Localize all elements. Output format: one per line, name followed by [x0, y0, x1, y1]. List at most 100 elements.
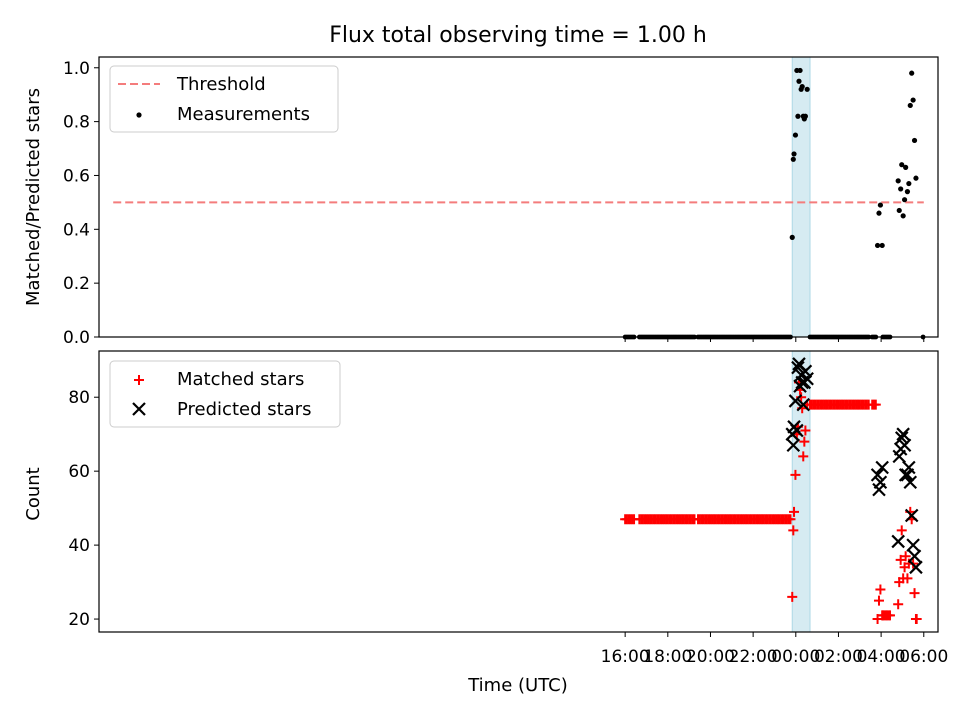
- measurement-point: [795, 113, 801, 119]
- matched-star-point: [789, 506, 800, 517]
- matched-star-point: [870, 399, 881, 410]
- legend-matched-swatch: [134, 375, 144, 385]
- measurement-point: [903, 164, 909, 170]
- y-axis-label-bottom: Count: [23, 467, 44, 520]
- measurement-point: [802, 113, 808, 119]
- measurement-point: [911, 137, 918, 144]
- matched-star-point: [785, 514, 796, 525]
- matched-star-point: [790, 469, 801, 480]
- legend-predicted-swatch: [132, 402, 146, 416]
- predicted-star-point: [896, 427, 910, 441]
- predicted-star-point: [786, 438, 801, 453]
- predicted-star-point: [902, 460, 916, 475]
- measurement-point: [910, 97, 916, 103]
- matched-star-point: [911, 614, 922, 625]
- y-tick-label-bottom: 20: [68, 610, 90, 630]
- y-tick-label-top: 0.8: [63, 113, 90, 133]
- legend-threshold-label: Threshold: [176, 74, 266, 95]
- measurement-point: [913, 175, 919, 181]
- predicted-star-point: [875, 460, 889, 475]
- matched-star-point: [800, 425, 811, 436]
- measurement-point: [907, 102, 913, 109]
- y-tick-label-bottom: 60: [68, 462, 90, 482]
- legend-predicted-label: Predicted stars: [177, 399, 311, 420]
- predicted-star-point: [907, 549, 922, 563]
- measurement-point: [898, 186, 904, 192]
- predicted-star-point: [898, 468, 913, 482]
- predicted-star-point: [903, 475, 918, 490]
- measurement-point: [896, 207, 902, 214]
- predicted-star-point: [790, 423, 804, 438]
- y-tick-label-top: 0.6: [63, 166, 90, 186]
- predicted-star-point: [894, 431, 909, 445]
- matched-star-point: [900, 551, 911, 562]
- predicted-star-point: [906, 538, 920, 552]
- y-tick-label-top: 1.0: [63, 59, 90, 79]
- plot-frame-top: [98, 56, 939, 338]
- matched-star-point: [873, 595, 884, 606]
- x-axis-label: Time (UTC): [467, 675, 568, 696]
- measurement-point: [901, 197, 908, 203]
- measurement-point: [796, 78, 802, 84]
- x-tick-label: 06:00: [899, 647, 948, 667]
- x-tick-label: 20:00: [686, 647, 735, 667]
- legend-measurements-label: Measurements: [177, 104, 310, 125]
- predicted-star-point: [897, 438, 912, 453]
- y-tick-label-top: 0.4: [63, 220, 90, 240]
- predicted-star-point: [788, 394, 803, 408]
- matched-star-point: [893, 599, 904, 610]
- legend-top-box: [109, 65, 339, 133]
- plot-frame-bottom: [98, 350, 939, 633]
- measurement-point: [879, 242, 885, 249]
- matched-star-point: [896, 525, 907, 536]
- measurement-point: [899, 162, 905, 168]
- x-tick-label: 00:00: [771, 647, 820, 667]
- predicted-star-point: [791, 360, 805, 375]
- highlight-span-top: [791, 56, 811, 338]
- measurement-point: [790, 156, 796, 162]
- measurement-point: [895, 178, 901, 184]
- legend-measurements-swatch: [136, 112, 142, 118]
- matched-star-point: [787, 591, 798, 602]
- measurement-point: [799, 84, 805, 90]
- measurement-point: [906, 180, 912, 187]
- x-tick-label: 16:00: [601, 647, 650, 667]
- measurement-point: [804, 86, 810, 92]
- y-tick-label-top: 0.0: [63, 328, 90, 348]
- measurement-point: [797, 67, 803, 74]
- predicted-star-point: [873, 475, 888, 490]
- measurement-point: [792, 132, 799, 138]
- predicted-star-point: [909, 560, 923, 575]
- measurement-point: [900, 213, 906, 219]
- measurement-point: [876, 210, 882, 216]
- predicted-star-point: [800, 371, 814, 386]
- matched-star-point: [902, 573, 913, 584]
- matched-star-point: [909, 588, 920, 599]
- predicted-star-point: [904, 508, 919, 523]
- measurement-point: [874, 242, 881, 249]
- x-tick-label: 02:00: [814, 647, 863, 667]
- y-tick-label-top: 0.2: [63, 274, 90, 294]
- x-tick-label: 04:00: [857, 647, 906, 667]
- matched-star-point: [877, 610, 888, 621]
- x-tick-label: 18:00: [643, 647, 692, 667]
- measurement-point: [791, 151, 797, 157]
- measurement-point: [904, 189, 911, 195]
- y-tick-label-bottom: 40: [68, 536, 90, 556]
- predicted-star-point: [891, 534, 905, 549]
- legend-matched-label: Matched stars: [177, 369, 304, 390]
- matched-star-point: [799, 436, 810, 447]
- x-tick-label: 22:00: [729, 647, 778, 667]
- y-axis-label-top: Matched/Predicted stars: [23, 88, 44, 306]
- chart-title: Flux total observing time = 1.00 h: [329, 23, 707, 48]
- matched-star-point: [875, 584, 886, 595]
- y-tick-label-bottom: 80: [68, 388, 90, 408]
- predicted-star-point: [870, 468, 885, 482]
- measurement-point: [909, 70, 915, 76]
- predicted-star-point: [796, 397, 811, 412]
- legend-bottom-box: [109, 360, 341, 428]
- measurement-point: [789, 234, 795, 240]
- matched-star-point: [798, 451, 809, 462]
